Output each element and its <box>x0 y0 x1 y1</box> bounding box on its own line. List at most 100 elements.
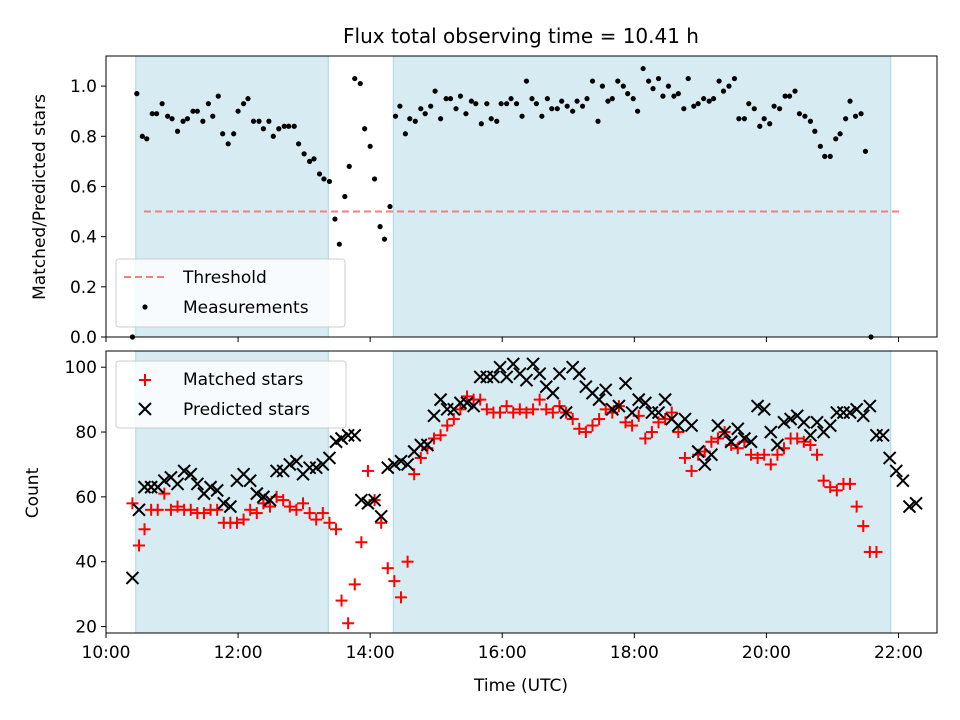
matched-star-point <box>645 426 658 439</box>
measurement-point <box>630 96 636 102</box>
measurement-point <box>250 118 257 124</box>
measurement-point <box>796 111 803 117</box>
measurement-point <box>149 111 155 117</box>
matched-star-point <box>151 503 164 516</box>
measurement-point <box>761 116 767 122</box>
predicted-star-point <box>493 360 507 374</box>
measurement-point <box>231 131 237 137</box>
predicted-star-point <box>519 373 534 387</box>
measurement-point <box>488 116 494 122</box>
measurement-point <box>812 128 818 134</box>
matched-star-point <box>758 448 771 461</box>
measurement-point <box>457 93 464 99</box>
measurement-point <box>220 131 226 137</box>
matched-star-point <box>573 422 586 435</box>
predicted-star-point <box>843 405 857 420</box>
matched-star-point <box>454 403 467 416</box>
x-tick-label: 10:00 <box>82 643 131 663</box>
predicted-star-point <box>750 399 765 413</box>
matched-star-point <box>685 464 698 477</box>
measurement-point <box>655 75 662 82</box>
matched-star-point <box>394 591 407 604</box>
matched-star-point <box>659 413 672 426</box>
measurement-point <box>777 106 783 112</box>
predicted-star-point <box>810 415 824 430</box>
measurement-point <box>316 171 323 177</box>
measurement-point <box>519 113 525 119</box>
matched-star-point <box>316 507 329 520</box>
top-legend-threshold-label: Threshold <box>182 268 267 288</box>
bottom-legend-box <box>115 360 347 429</box>
top-axes-frame <box>105 55 938 338</box>
matched-star-point <box>474 393 487 406</box>
predicted-star-point <box>889 464 903 478</box>
measurement-point <box>691 103 697 109</box>
matched-star-point <box>290 503 303 516</box>
measurement-point <box>154 111 160 117</box>
matched-star-point <box>441 419 454 432</box>
matched-star-point <box>672 426 685 439</box>
measurement-point <box>858 111 864 117</box>
matched-star-point <box>593 413 606 426</box>
measurement-point <box>357 80 363 87</box>
x-tick-label: 14:00 <box>346 643 395 663</box>
matched-star-point <box>579 426 592 439</box>
measurement-point <box>210 113 216 119</box>
measurement-point <box>822 153 828 159</box>
measurement-point <box>478 121 484 127</box>
measurement-point <box>180 118 186 124</box>
predicted-star-point <box>704 448 719 462</box>
predicted-star-point <box>203 480 218 494</box>
predicted-star-point <box>223 499 238 514</box>
measurement-point <box>847 98 853 104</box>
measurement-point <box>817 143 823 149</box>
matched-star-point <box>303 507 316 520</box>
measurement-point <box>447 96 454 102</box>
predicted-star-point <box>283 457 297 472</box>
measurement-point <box>412 118 418 124</box>
matched-star-point <box>857 520 870 533</box>
bottom-y-axis-label: Count <box>23 467 43 518</box>
predicted-star-point <box>400 457 415 472</box>
measurement-point <box>767 121 773 127</box>
predicted-star-point <box>367 493 382 507</box>
predicted-star-point <box>486 370 501 384</box>
predicted-star-point <box>157 473 172 488</box>
predicted-star-point <box>605 402 620 417</box>
measurement-point <box>665 83 672 89</box>
matched-star-point <box>566 413 579 426</box>
measurement-point <box>352 75 358 82</box>
predicted-star-point <box>170 477 185 491</box>
matched-star-point <box>408 468 421 481</box>
matched-star-point <box>711 432 724 445</box>
matched-star-point <box>652 416 665 429</box>
measurement-point <box>701 96 707 102</box>
measurement-point <box>706 98 712 104</box>
measurement-point <box>579 103 586 109</box>
matched-star-point <box>375 516 388 529</box>
predicted-star-point <box>217 496 231 511</box>
x-tick-label: 20:00 <box>742 643 791 663</box>
y-tick-label: 1.0 <box>70 77 97 97</box>
measurement-point <box>807 118 814 124</box>
measurement-point <box>559 98 565 104</box>
predicted-star-point <box>724 435 738 449</box>
measurement-point <box>438 116 444 122</box>
measurement-point <box>685 75 691 82</box>
predicted-star-point <box>184 467 198 481</box>
measurement-point <box>240 101 247 107</box>
predicted-star-point <box>803 428 818 442</box>
predicted-star-point <box>420 438 435 452</box>
top-legend-measurements-swatch <box>142 304 148 310</box>
matched-star-point <box>158 487 171 500</box>
predicted-stars-points <box>125 357 923 585</box>
predicted-star-point <box>381 460 395 475</box>
measurement-point <box>428 103 434 109</box>
matched-star-point <box>434 429 447 442</box>
measurement-point <box>504 101 510 107</box>
predicted-star-point <box>896 473 910 488</box>
predicted-star-point <box>737 431 752 446</box>
matched-star-point <box>791 432 804 445</box>
measurement-point <box>407 116 413 122</box>
